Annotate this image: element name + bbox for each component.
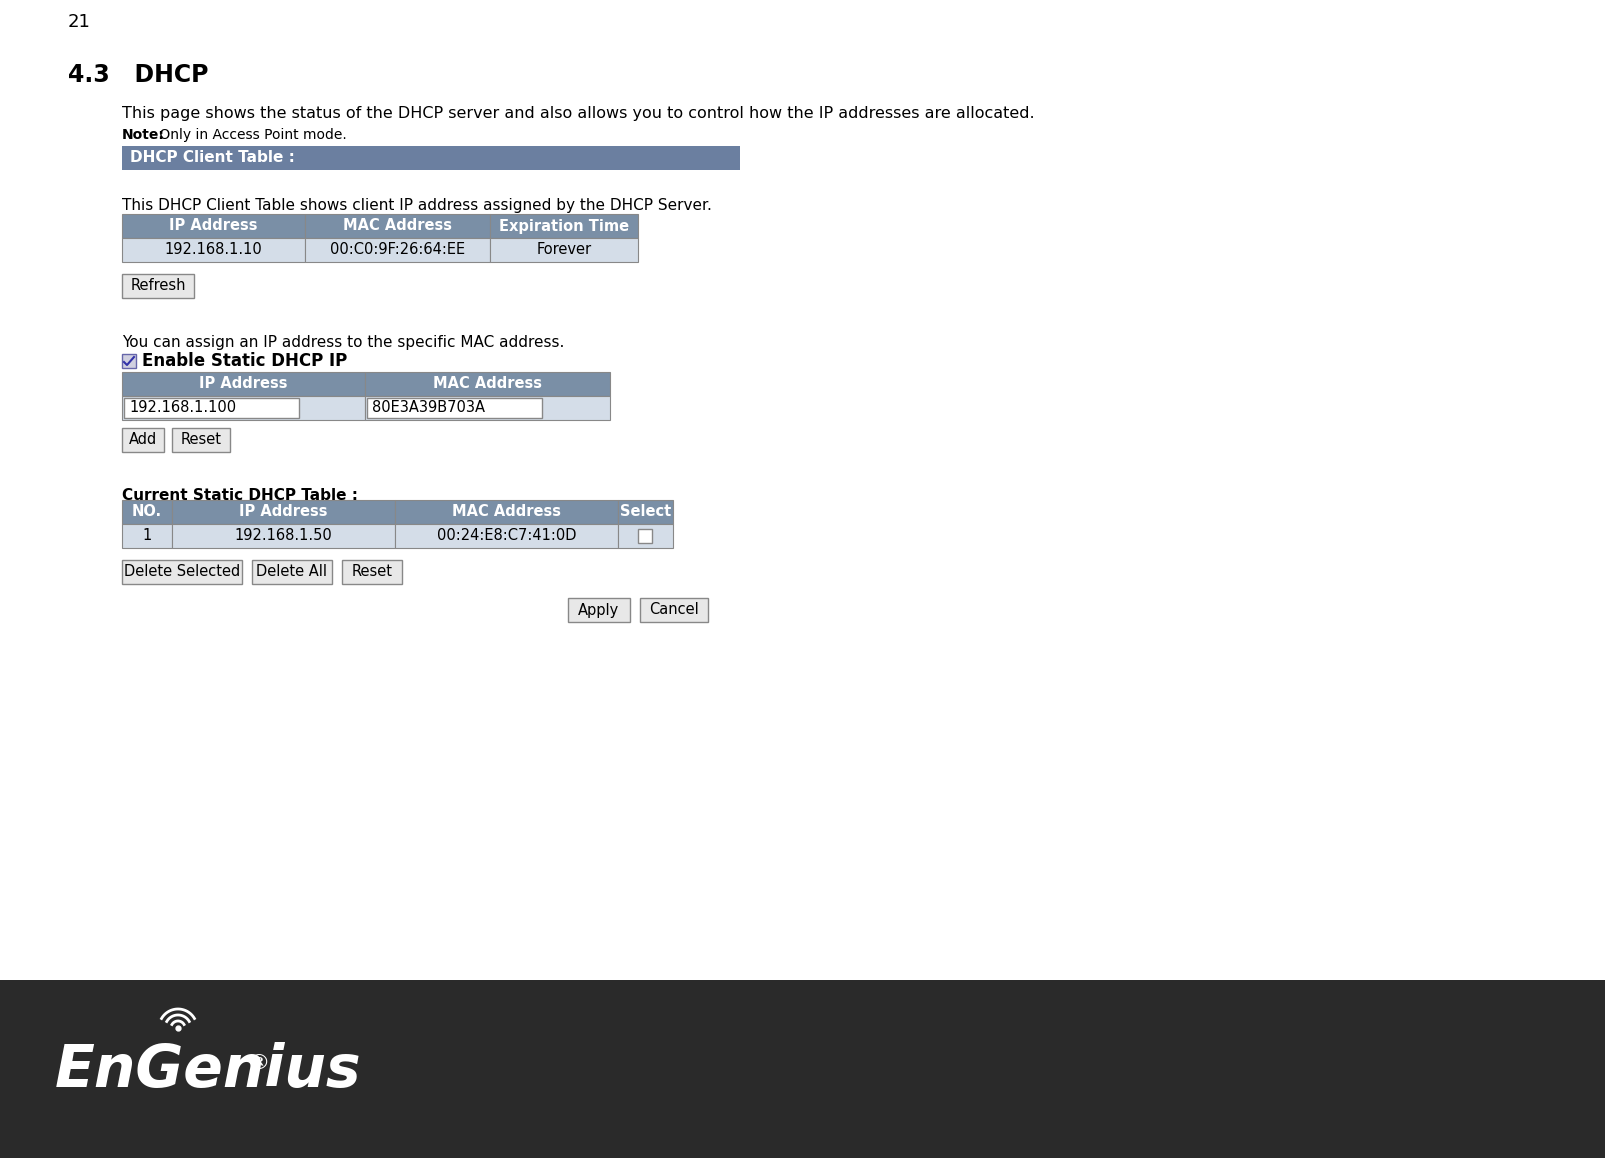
Text: You can assign an IP address to the specific MAC address.: You can assign an IP address to the spec… — [122, 335, 563, 350]
Text: MAC Address: MAC Address — [451, 505, 560, 520]
Text: 192.168.1.10: 192.168.1.10 — [165, 242, 262, 257]
FancyBboxPatch shape — [342, 560, 401, 584]
FancyBboxPatch shape — [640, 598, 708, 622]
Text: ®: ® — [247, 1053, 270, 1073]
Text: Cancel: Cancel — [648, 602, 698, 617]
Text: 192.168.1.50: 192.168.1.50 — [234, 528, 332, 543]
Bar — [639, 529, 652, 543]
Bar — [124, 398, 299, 418]
Text: Only in Access Point mode.: Only in Access Point mode. — [156, 129, 347, 142]
FancyBboxPatch shape — [252, 560, 332, 584]
Bar — [122, 396, 364, 420]
Text: Delete Selected: Delete Selected — [124, 564, 241, 579]
Text: EnGenius: EnGenius — [55, 1041, 361, 1099]
Text: This page shows the status of the DHCP server and also allows you to control how: This page shows the status of the DHCP s… — [122, 107, 1034, 120]
Bar — [490, 214, 637, 239]
Text: 21: 21 — [67, 13, 91, 31]
Text: Apply: Apply — [578, 602, 620, 617]
FancyBboxPatch shape — [122, 274, 194, 298]
Text: Expiration Time: Expiration Time — [499, 219, 629, 234]
Text: MAC Address: MAC Address — [343, 219, 451, 234]
Text: 00:24:E8:C7:41:0D: 00:24:E8:C7:41:0D — [437, 528, 576, 543]
Text: MAC Address: MAC Address — [433, 376, 541, 391]
Text: IP Address: IP Address — [199, 376, 287, 391]
Text: This DHCP Client Table shows client IP address assigned by the DHCP Server.: This DHCP Client Table shows client IP a… — [122, 198, 711, 213]
FancyBboxPatch shape — [568, 598, 629, 622]
Text: 80E3A39B703A: 80E3A39B703A — [372, 401, 485, 416]
Bar — [172, 525, 395, 548]
Text: Delete All: Delete All — [257, 564, 327, 579]
Bar — [122, 214, 305, 239]
Bar — [368, 398, 541, 418]
Bar — [0, 980, 1605, 1158]
Bar — [122, 354, 136, 368]
Text: 192.168.1.100: 192.168.1.100 — [128, 401, 236, 416]
Text: 4.3   DHCP: 4.3 DHCP — [67, 63, 209, 87]
FancyBboxPatch shape — [172, 428, 230, 452]
Bar — [618, 500, 672, 525]
FancyBboxPatch shape — [122, 428, 164, 452]
Text: DHCP Client Table :: DHCP Client Table : — [130, 151, 295, 166]
Text: Reset: Reset — [180, 432, 221, 447]
Bar — [395, 525, 618, 548]
FancyBboxPatch shape — [122, 560, 242, 584]
Text: 00:C0:9F:26:64:EE: 00:C0:9F:26:64:EE — [329, 242, 465, 257]
Bar — [618, 525, 672, 548]
Bar — [122, 239, 305, 262]
Text: Current Static DHCP Table :: Current Static DHCP Table : — [122, 488, 358, 503]
Text: Enable Static DHCP IP: Enable Static DHCP IP — [141, 352, 347, 371]
Bar — [172, 500, 395, 525]
Bar — [395, 500, 618, 525]
Bar — [122, 500, 172, 525]
Text: Forever: Forever — [536, 242, 591, 257]
Text: Note:: Note: — [122, 129, 165, 142]
Text: NO.: NO. — [132, 505, 162, 520]
Bar — [364, 396, 610, 420]
Text: Reset: Reset — [351, 564, 392, 579]
Text: Add: Add — [128, 432, 157, 447]
Bar — [122, 525, 172, 548]
Bar — [305, 214, 490, 239]
Text: Select: Select — [620, 505, 671, 520]
Text: IP Address: IP Address — [169, 219, 257, 234]
Bar — [122, 372, 364, 396]
Bar — [490, 239, 637, 262]
Bar — [305, 239, 490, 262]
Bar — [122, 146, 740, 170]
Text: Refresh: Refresh — [130, 279, 186, 293]
Bar — [364, 372, 610, 396]
Text: 1: 1 — [143, 528, 151, 543]
Text: IP Address: IP Address — [239, 505, 327, 520]
